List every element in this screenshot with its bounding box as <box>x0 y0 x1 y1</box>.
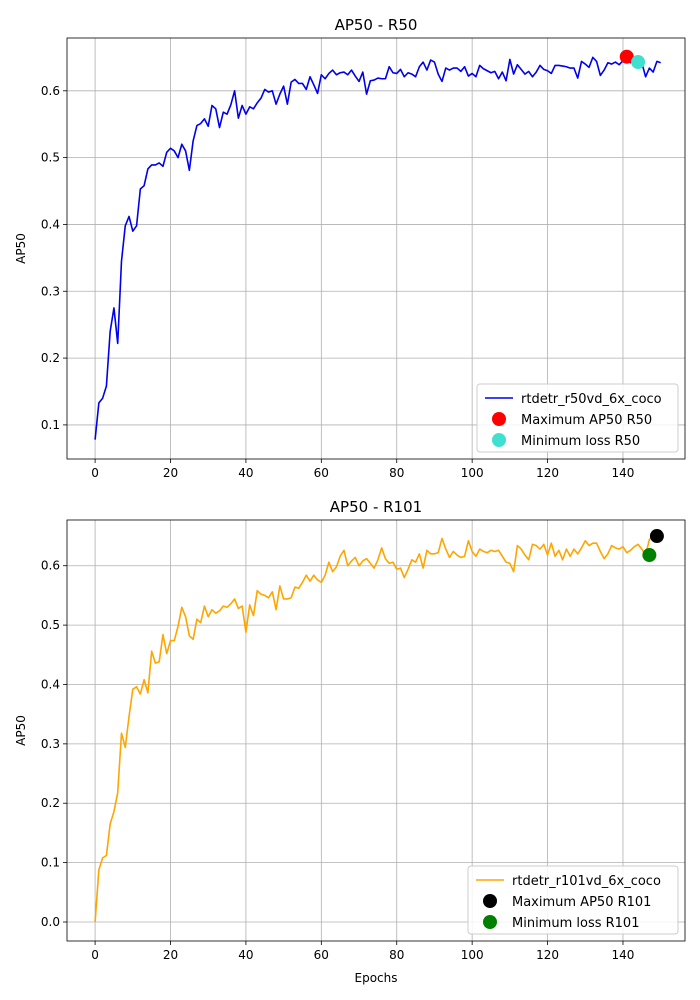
legend-marker-swatch <box>492 433 506 447</box>
legend-box <box>467 865 679 935</box>
legend: rtdetr_r50vd_6x_coco Maximum AP50 R50 Mini… <box>476 383 679 453</box>
x-tick-label: 120 <box>536 948 559 962</box>
x-tick-label: 60 <box>314 466 329 480</box>
y-tick-label: 0.1 <box>41 856 60 870</box>
legend-marker-swatch <box>492 412 506 426</box>
legend-entry-label: Minimum loss R101 <box>512 916 639 931</box>
legend-marker-swatch <box>483 894 497 908</box>
x-tick-label: 40 <box>238 466 253 480</box>
y-tick-label: 0.5 <box>41 151 60 165</box>
plot-frame <box>66 519 686 942</box>
chart-panel-2: 0 20 40 60 80 100 120 140 0.0 0.1 0.2 0.3 0.4 0.5 0.6 A… <box>14 498 686 985</box>
y-tick-label: 0.5 <box>41 618 60 632</box>
marker-point-2 <box>631 55 646 70</box>
legend-entry-label: rtdetr_r101vd_6x_coco <box>512 874 661 889</box>
y-tick-label: 0.3 <box>41 284 60 298</box>
series-line-1 <box>94 56 661 440</box>
x-tick-label: 80 <box>389 948 404 962</box>
y-tick-label: 0.1 <box>41 418 60 432</box>
y-tick-label: 0.6 <box>41 84 60 98</box>
y-axis-label: AP50 <box>14 715 28 746</box>
x-tick-label: 100 <box>461 948 484 962</box>
legend-marker-swatch <box>483 915 497 929</box>
marker-point-1 <box>649 529 664 544</box>
y-tick-label: 0.6 <box>41 559 60 573</box>
series-line-1 <box>94 535 654 923</box>
legend-entry-label: Minimum loss R50 <box>521 434 640 449</box>
plot-frame <box>66 37 686 460</box>
y-tick-label: 0.3 <box>41 737 60 751</box>
y-tick-label: 0.0 <box>41 915 60 929</box>
y-axis-label: AP50 <box>14 233 28 264</box>
marker-point-1 <box>619 49 634 64</box>
y-tick-label: 0.2 <box>41 351 60 365</box>
x-tick-label: 80 <box>389 466 404 480</box>
legend-box <box>476 383 679 453</box>
x-tick-label: 0 <box>91 466 99 480</box>
y-tick-label: 0.4 <box>41 217 60 231</box>
legend-entry-label: rtdetr_r50vd_6x_coco <box>521 392 662 407</box>
x-tick-label: 100 <box>461 466 484 480</box>
x-tick-label: 20 <box>163 948 178 962</box>
x-tick-label: 40 <box>238 948 253 962</box>
x-axis-label: Epochs <box>355 971 398 985</box>
x-tick-label: 140 <box>612 948 635 962</box>
x-tick-label: 140 <box>612 466 635 480</box>
marker-point-2 <box>642 548 657 563</box>
y-tick-label: 0.2 <box>41 796 60 810</box>
x-tick-label: 0 <box>91 948 99 962</box>
x-tick-label: 20 <box>163 466 178 480</box>
legend: rtdetr_r101vd_6x_coco Maximum AP50 R101 Mi… <box>467 865 679 935</box>
x-tick-label: 60 <box>314 948 329 962</box>
chart-panel-1: 0 20 40 60 80 100 120 140 0.1 0.2 0.3 0.4 0.5 0.6 AP50… <box>14 16 686 480</box>
x-tick-label: 120 <box>536 466 559 480</box>
legend-entry-label: Maximum AP50 R101 <box>512 895 651 910</box>
y-tick-label: 0.4 <box>41 677 60 691</box>
chart-title: AP50 - R101 <box>330 498 422 516</box>
legend-entry-label: Maximum AP50 R50 <box>521 413 652 428</box>
chart-title: AP50 - R50 <box>335 16 418 34</box>
